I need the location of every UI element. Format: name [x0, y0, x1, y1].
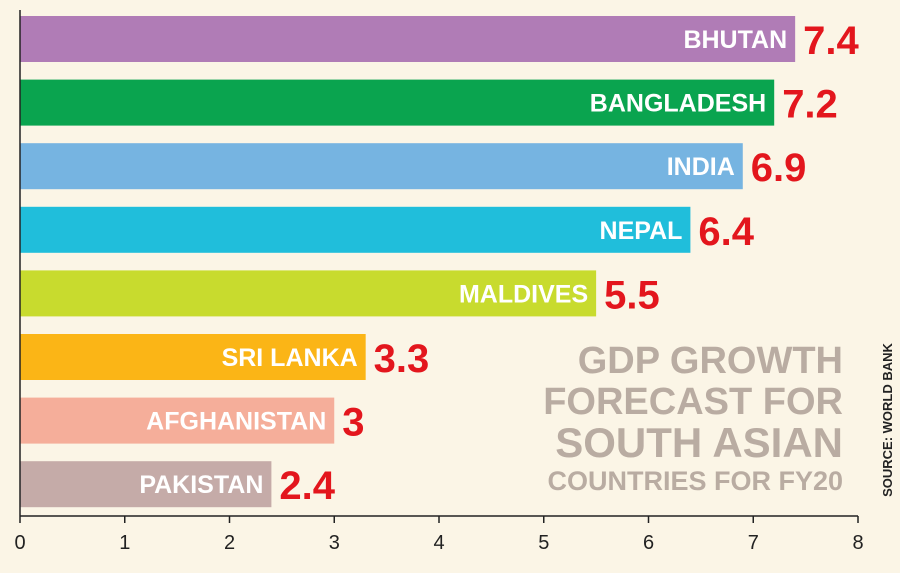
- x-tick-label-1: 1: [119, 532, 130, 554]
- value-label-maldives: 5.5: [604, 273, 660, 317]
- x-tick-label-2: 2: [224, 532, 235, 554]
- bar-label-maldives: MALDIVES: [459, 280, 588, 308]
- bars-group: BHUTAN 7.4 BANGLADESH 7.2 INDIA 6.9 NEPAL 6.4 MA…: [20, 16, 860, 508]
- bar-pakistan: [20, 461, 272, 508]
- value-label-india: 6.9: [751, 146, 807, 190]
- chart-title: GDP GROWTH FORECAST FOR SOUTH ASIAN COUN…: [543, 340, 843, 496]
- value-label-nepal: 6.4: [698, 210, 754, 254]
- bar-label-pakistan: PAKISTAN: [139, 471, 263, 499]
- bar-label-nepal: NEPAL: [600, 217, 683, 245]
- value-label-bhutan: 7.4: [803, 19, 859, 63]
- bar-bhutan: [20, 16, 796, 62]
- value-label-afghanistan: 3: [342, 401, 364, 445]
- x-tick-label-5: 5: [538, 532, 549, 554]
- source-note: SOURCE: WORLD BANK: [880, 342, 895, 496]
- x-tick-label-6: 6: [643, 532, 654, 554]
- bar-bangladesh: [20, 79, 775, 126]
- title-line-4: COUNTRIES FOR FY20: [547, 466, 843, 496]
- bar-label-sri-lanka: SRI LANKA: [222, 344, 358, 372]
- value-label-pakistan: 2.4: [279, 464, 335, 508]
- title-line-1: GDP GROWTH: [578, 340, 843, 382]
- x-tick-label-4: 4: [433, 532, 444, 554]
- bar-label-afghanistan: AFGHANISTAN: [146, 408, 326, 436]
- title-line-3: SOUTH ASIAN: [555, 419, 843, 466]
- title-line-2: FORECAST FOR: [543, 381, 843, 423]
- x-tick-label-3: 3: [329, 532, 340, 554]
- value-label-bangladesh: 7.2: [782, 83, 838, 127]
- value-label-sri-lanka: 3.3: [374, 337, 430, 381]
- x-axis: 0 1 2 3 4 5 6 7 8: [14, 10, 864, 554]
- bar-nepal: [20, 206, 691, 253]
- x-tick-label-8: 8: [852, 532, 863, 554]
- x-tick-label-7: 7: [748, 532, 759, 554]
- bar-sri-lanka: [20, 334, 366, 380]
- bar-india: [20, 143, 743, 190]
- bar-label-india: INDIA: [667, 153, 735, 181]
- bar-label-bangladesh: BANGLADESH: [590, 90, 766, 118]
- bar-afghanistan: [20, 397, 335, 444]
- bar-maldives: [20, 270, 597, 317]
- x-tick-label-0: 0: [14, 532, 25, 554]
- bar-label-bhutan: BHUTAN: [683, 26, 787, 54]
